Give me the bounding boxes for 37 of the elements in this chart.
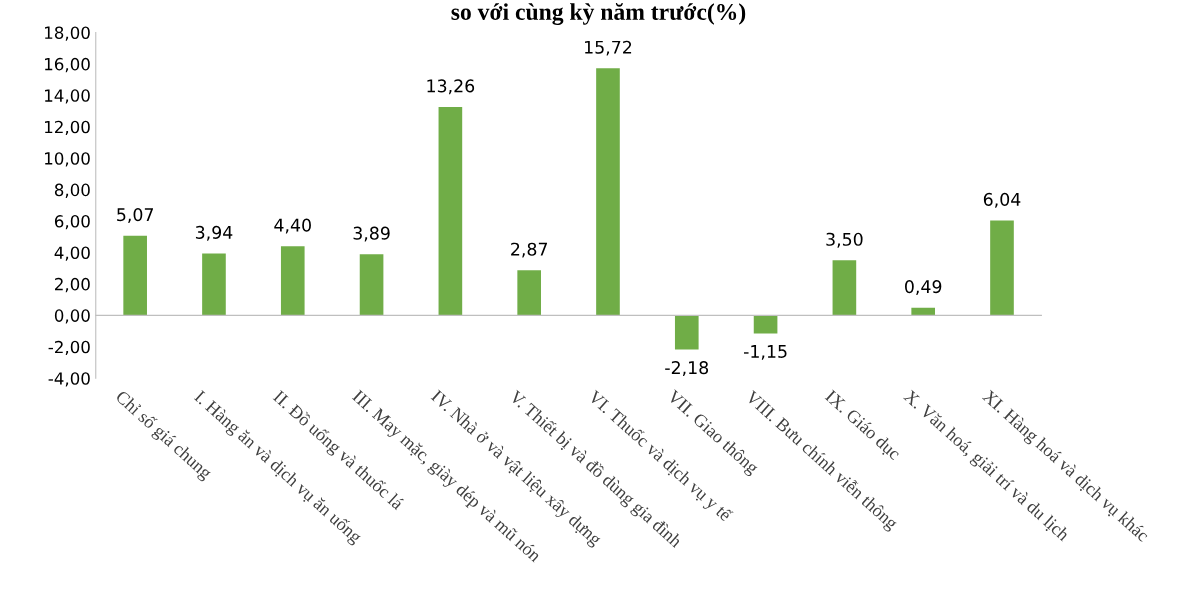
bar <box>517 270 541 316</box>
data-label: 3,94 <box>195 225 233 241</box>
bar <box>832 260 857 316</box>
data-label: 2,87 <box>511 242 548 258</box>
bar <box>753 315 778 334</box>
bar <box>674 315 699 350</box>
data-label: 5,07 <box>117 208 154 223</box>
data-label: 0,49 <box>905 280 942 295</box>
data-label: 13,26 <box>427 79 475 95</box>
chart-title: so với cùng kỳ năm trước(%) <box>451 3 746 25</box>
y-tick-label: 14,00 <box>45 89 90 104</box>
y-tick-label: -4,00 <box>48 372 90 387</box>
y-tick-label: 12,00 <box>45 120 90 136</box>
y-tick-label: 6,00 <box>54 215 90 230</box>
bar <box>123 235 147 316</box>
data-label: 4,40 <box>274 218 311 234</box>
data-label: -2,18 <box>665 361 709 376</box>
data-label: 15,72 <box>585 40 632 56</box>
y-tick-label: 2,00 <box>55 277 90 293</box>
bar <box>202 253 226 316</box>
bar <box>911 307 936 316</box>
y-tick-label: 0,00 <box>54 309 90 324</box>
y-tick-label: 16,00 <box>45 57 90 73</box>
data-label: 3,50 <box>826 232 863 248</box>
y-tick-label: 4,00 <box>54 246 90 261</box>
data-label: 3,89 <box>353 226 390 242</box>
y-tick-label: 18,00 <box>45 26 90 41</box>
bar <box>280 246 305 316</box>
data-label: 6,04 <box>983 192 1021 208</box>
bar <box>990 220 1014 316</box>
bar <box>596 68 620 316</box>
bar <box>359 254 384 316</box>
y-tick-label: -2,00 <box>48 340 90 356</box>
data-label: -1,15 <box>743 345 787 360</box>
y-tick-label: 10,00 <box>45 152 90 167</box>
y-tick-label: 8,00 <box>54 183 90 198</box>
bar <box>438 106 463 316</box>
